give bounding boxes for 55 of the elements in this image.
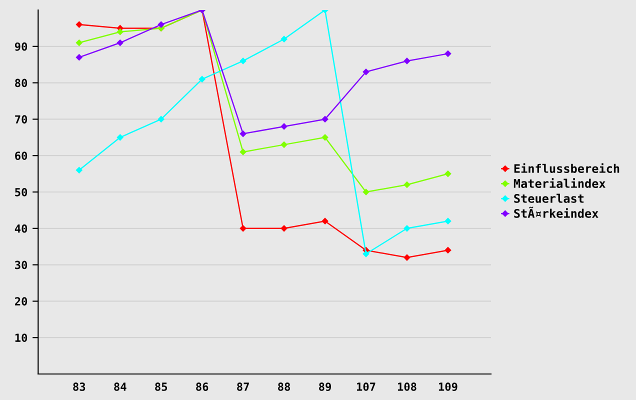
point xyxy=(444,170,452,177)
point xyxy=(198,76,206,82)
point xyxy=(76,167,82,174)
x-tick-label: 85 xyxy=(155,382,168,391)
x-tick-label: 109 xyxy=(438,382,458,391)
legend-label: StÃ¤rkeindex xyxy=(514,206,598,218)
point xyxy=(280,123,288,130)
point xyxy=(444,247,452,254)
x-tick-label: 88 xyxy=(278,382,290,391)
legend-label: Materialindex xyxy=(514,178,606,188)
y-tick-label: 40 xyxy=(14,224,28,233)
point xyxy=(240,130,246,137)
y-tick-label: 10 xyxy=(15,334,28,342)
y-tick-label: 30 xyxy=(15,260,28,270)
x-tick-label: 84 xyxy=(114,382,126,391)
point xyxy=(116,28,124,35)
y-tick-label: 80 xyxy=(15,78,28,88)
point xyxy=(158,116,164,122)
point xyxy=(240,148,246,156)
point xyxy=(322,134,328,141)
point xyxy=(116,134,124,141)
legend-label: Steuerlast xyxy=(514,194,584,203)
y-tick-label: 70 xyxy=(15,115,28,124)
point xyxy=(158,21,164,28)
point xyxy=(322,218,328,224)
point xyxy=(404,182,410,188)
x-tick-label: 83 xyxy=(73,382,86,391)
point xyxy=(444,218,452,224)
x-tick-label: 107 xyxy=(356,382,376,391)
point xyxy=(404,225,410,232)
point xyxy=(362,68,370,76)
legend-label: Einflussbereich xyxy=(514,163,620,173)
point xyxy=(116,40,124,46)
point xyxy=(362,250,370,258)
point xyxy=(240,225,246,232)
point xyxy=(76,40,82,46)
point xyxy=(76,21,82,28)
point xyxy=(280,225,288,232)
point xyxy=(322,116,328,122)
y-tick-label: 20 xyxy=(14,297,28,306)
point xyxy=(280,142,288,148)
x-tick-label: 87 xyxy=(237,382,249,391)
x-tick-label: 86 xyxy=(196,382,208,391)
point xyxy=(76,54,82,60)
point xyxy=(362,188,370,196)
y-tick-label: 90 xyxy=(14,42,28,51)
x-tick-label: 89 xyxy=(319,382,331,391)
point xyxy=(280,36,288,42)
y-tick-label: 50 xyxy=(15,188,28,196)
y-tick-label: 60 xyxy=(15,152,28,160)
point xyxy=(404,254,410,261)
point xyxy=(404,58,410,64)
point xyxy=(444,50,452,57)
x-tick-label: 108 xyxy=(398,382,416,391)
point xyxy=(240,58,246,64)
